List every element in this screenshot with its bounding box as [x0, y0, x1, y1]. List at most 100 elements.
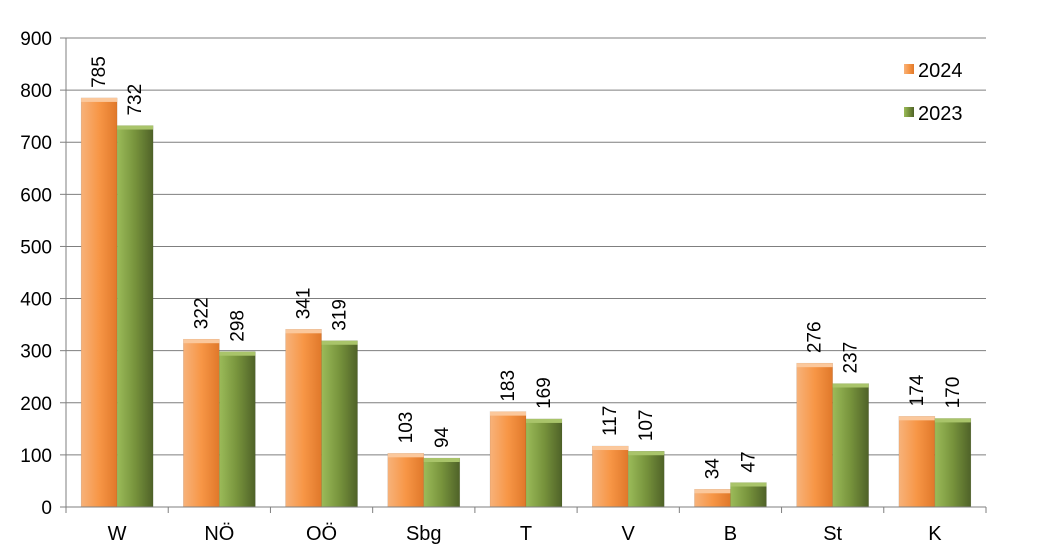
bar-body — [934, 418, 972, 508]
bar-2024-OÖ — [285, 329, 322, 508]
y-tick-label: 900 — [20, 29, 52, 50]
bar-cap — [934, 418, 971, 423]
bar-body — [832, 383, 869, 508]
data-label: 34 — [702, 458, 723, 480]
bar-2024-NÖ — [183, 338, 220, 508]
bar-2023-NÖ — [219, 351, 256, 508]
x-category-label: W — [108, 523, 127, 545]
data-label: 94 — [432, 426, 453, 448]
bar-2024-V — [591, 445, 629, 508]
bar-cap — [321, 340, 358, 345]
bar-2023-Sbg — [423, 457, 461, 508]
bar-body — [285, 329, 322, 508]
data-label: 47 — [738, 451, 759, 472]
x-category-label: B — [724, 523, 737, 545]
bar-body — [423, 457, 461, 508]
x-category-label: OÖ — [306, 523, 337, 545]
bar-body — [525, 418, 563, 508]
bar-cap — [526, 418, 562, 423]
legend-label-2023: 2023 — [918, 103, 963, 125]
bar-body — [591, 445, 629, 508]
bar-cap — [490, 411, 526, 416]
bar-2023-W — [116, 125, 154, 508]
x-category-label: V — [622, 523, 636, 545]
bar-cap — [423, 458, 460, 463]
y-tick-label: 100 — [20, 446, 52, 467]
data-label: 183 — [498, 370, 519, 402]
bar-body — [796, 362, 833, 508]
data-label: 276 — [805, 321, 826, 353]
x-category-label: K — [928, 523, 942, 545]
bar-2024-B — [694, 489, 731, 508]
x-category-label: T — [520, 523, 532, 545]
bar-2024-T — [489, 411, 527, 508]
data-label: 785 — [89, 56, 110, 88]
y-tick-label: 200 — [20, 394, 52, 415]
bar-body — [627, 450, 665, 508]
bar-2023-OÖ — [321, 340, 358, 508]
data-label: 237 — [841, 342, 862, 374]
legend-label-2024: 2024 — [918, 60, 963, 82]
bar-body — [321, 340, 358, 508]
bar-2024-St — [796, 362, 833, 508]
data-label: 174 — [907, 374, 928, 406]
bar-2023-T — [525, 418, 563, 508]
data-label: 319 — [330, 299, 351, 331]
bar-body — [219, 351, 256, 508]
bar-body — [489, 411, 527, 508]
bar-cap — [285, 329, 322, 334]
y-tick-label: 500 — [20, 237, 52, 258]
bar-cap — [832, 383, 869, 388]
bar-2024-Sbg — [387, 453, 425, 508]
legend: 2024 2023 — [904, 60, 963, 125]
y-tick-label: 600 — [20, 185, 52, 206]
data-label: 170 — [943, 377, 964, 409]
bar-body — [387, 453, 425, 508]
bar-cap — [694, 489, 731, 494]
bars — [80, 97, 972, 508]
data-label: 322 — [191, 297, 212, 329]
y-tick-label: 0 — [41, 498, 52, 519]
data-label: 298 — [227, 310, 248, 342]
bar-cap — [730, 482, 767, 487]
bar-2023-St — [832, 383, 869, 508]
x-category-label: St — [823, 523, 842, 545]
bar-body — [730, 482, 767, 508]
bar-2023-K — [934, 418, 972, 508]
data-label: 732 — [125, 84, 146, 116]
x-axis: W NÖ OÖ Sbg T V B St K — [65, 506, 987, 545]
y-axis: 0 100 200 300 400 500 600 700 800 900 — [20, 29, 67, 519]
bar-cap — [592, 446, 629, 451]
y-tick-label: 800 — [20, 81, 52, 102]
bar-cap — [628, 451, 665, 456]
bar-body — [183, 338, 220, 508]
bar-cap — [387, 453, 424, 458]
bar-cap — [117, 125, 154, 130]
legend-swatch-2023 — [904, 107, 914, 117]
bar-2023-B — [730, 482, 767, 508]
bar-body — [116, 125, 154, 508]
x-category-label: NÖ — [204, 523, 234, 545]
bar-cap — [796, 363, 833, 368]
bar-cap — [219, 351, 256, 356]
data-label: 169 — [534, 377, 555, 409]
data-labels: 785 732 322 298 341 319 103 94 183 169 117 107 34 47 2… — [89, 56, 964, 479]
bar-cap — [898, 416, 935, 421]
y-tick-label: 300 — [20, 342, 52, 363]
data-label: 107 — [636, 410, 657, 442]
data-label: 117 — [600, 406, 621, 436]
x-category-label: Sbg — [406, 523, 442, 545]
bar-2023-V — [627, 450, 665, 508]
y-tick-label: 400 — [20, 290, 52, 311]
bar-cap — [183, 339, 220, 344]
data-label: 103 — [396, 412, 417, 444]
bar-body — [80, 97, 118, 508]
y-tick-label: 700 — [20, 133, 52, 154]
bar-cap — [81, 97, 118, 102]
data-label: 341 — [294, 288, 315, 320]
bar-2024-W — [80, 97, 118, 508]
bar-2024-K — [898, 416, 936, 508]
bar-body — [898, 416, 936, 508]
legend-swatch-2024 — [904, 64, 914, 74]
